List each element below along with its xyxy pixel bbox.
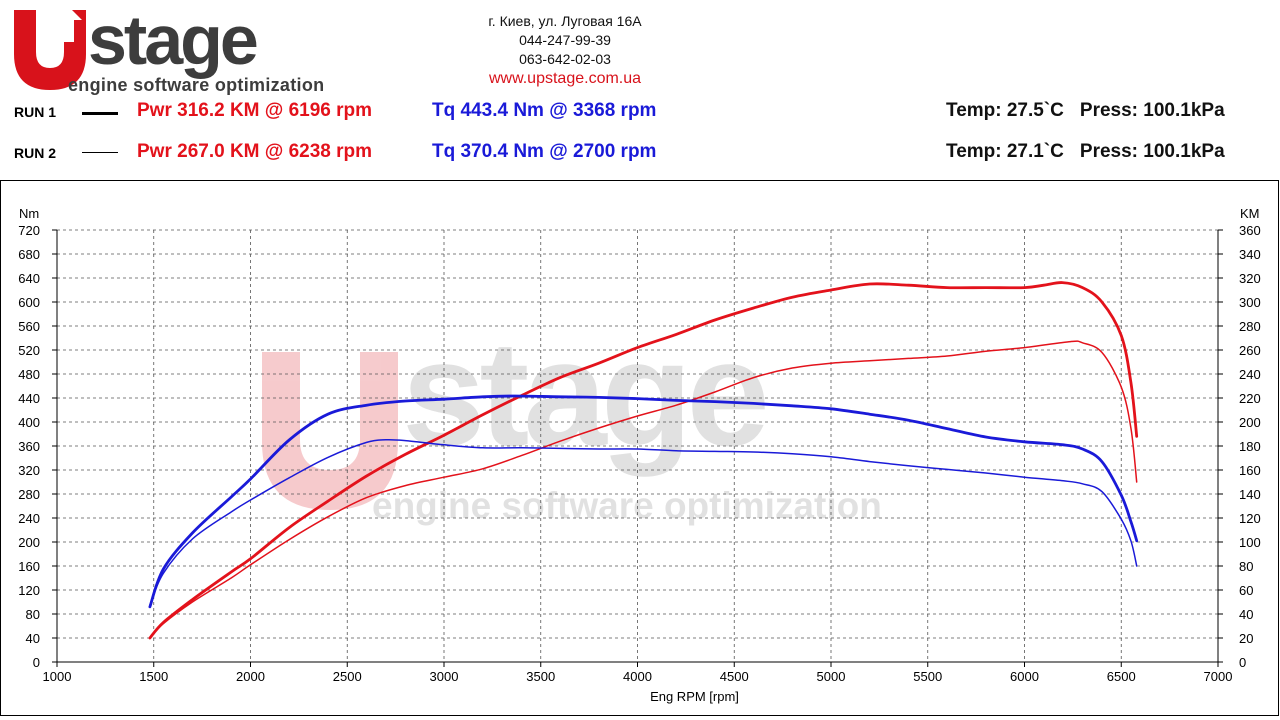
y-left-tick-label: 40 — [26, 631, 40, 646]
svg-text:engine software optimization: engine software optimization — [68, 75, 324, 95]
run-1-row: RUN 1 Pwr 316.2 KM @ 6196 rpm Tq 443.4 N… — [14, 100, 1274, 122]
run-1-power-curve — [148, 281, 1139, 640]
y-right-tick-label: 320 — [1239, 271, 1261, 286]
y-right-tick-label: 300 — [1239, 295, 1261, 310]
y-left-tick-label: 280 — [18, 487, 40, 502]
y-right-tick-label: 160 — [1239, 463, 1261, 478]
y-right-tick-label: 140 — [1239, 487, 1261, 502]
website-link[interactable]: www.upstage.com.ua — [488, 70, 642, 87]
run-1-conditions: Temp: 27.5`C Press: 100.1kPa — [946, 100, 1241, 122]
y-right-tick-label: 280 — [1239, 319, 1261, 334]
y-left-tick-label: 0 — [33, 655, 40, 670]
y-right-tick-label: 40 — [1239, 607, 1253, 622]
x-tick-label: 1000 — [43, 669, 72, 684]
y-left-axis-label: Nm — [19, 206, 39, 221]
x-tick-label: 2000 — [236, 669, 265, 684]
y-left-tick-label: 560 — [18, 319, 40, 334]
phone-1: 044-247-99-39 — [519, 32, 611, 48]
y-right-tick-label: 180 — [1239, 439, 1261, 454]
x-tick-label: 4000 — [623, 669, 652, 684]
run-1-temp: Temp: 27.5`C — [946, 100, 1064, 121]
y-right-tick-label: 80 — [1239, 559, 1253, 574]
y-left-tick-label: 640 — [18, 271, 40, 286]
y-right-tick-label: 240 — [1239, 367, 1261, 382]
x-tick-label: 1500 — [139, 669, 168, 684]
x-tick-label: 6500 — [1107, 669, 1136, 684]
x-tick-label: 2500 — [333, 669, 362, 684]
y-left-tick-label: 680 — [18, 247, 40, 262]
x-tick-label: 5500 — [913, 669, 942, 684]
y-left-tick-label: 120 — [18, 583, 40, 598]
x-axis-label: Eng RPM [rpm] — [650, 689, 739, 704]
phone-2: 063-642-02-03 — [519, 51, 611, 67]
y-right-tick-label: 200 — [1239, 415, 1261, 430]
chart-frame — [0, 180, 1279, 716]
address: г. Киев, ул. Луговая 16А — [488, 13, 642, 29]
y-right-tick-label: 360 — [1239, 223, 1261, 238]
y-right-axis-label: KM — [1240, 206, 1260, 221]
y-left-tick-label: 80 — [26, 607, 40, 622]
x-tick-label: 4500 — [720, 669, 749, 684]
y-left-tick-label: 440 — [18, 391, 40, 406]
y-right-tick-label: 60 — [1239, 583, 1253, 598]
y-left-tick-label: 200 — [18, 535, 40, 550]
run-1-label: RUN 1 — [14, 104, 57, 120]
x-tick-label: 5000 — [817, 669, 846, 684]
run-2-torque: Tq 370.4 Nm @ 2700 rpm — [432, 141, 657, 162]
y-right-tick-label: 120 — [1239, 511, 1261, 526]
run-2-conditions: Temp: 27.1`C Press: 100.1kPa — [946, 141, 1241, 163]
run-2-label: RUN 2 — [14, 145, 57, 161]
y-left-tick-label: 480 — [18, 367, 40, 382]
x-tick-label: 3000 — [430, 669, 459, 684]
contact-block: г. Киев, ул. Луговая 16А 044-247-99-39 0… — [440, 12, 690, 88]
y-left-tick-label: 240 — [18, 511, 40, 526]
y-right-tick-label: 220 — [1239, 391, 1261, 406]
grid — [56, 229, 1219, 663]
run-1-torque: Tq 443.4 Nm @ 3368 rpm — [432, 100, 657, 121]
watermark-mark — [262, 352, 398, 510]
upstage-logo: stage engine software optimization — [14, 2, 324, 95]
run-2-power: Pwr 267.0 KM @ 6238 rpm — [137, 141, 373, 162]
y-left-tick-label: 720 — [18, 223, 40, 238]
y-left-tick-label: 320 — [18, 463, 40, 478]
x-tick-label: 6000 — [1010, 669, 1039, 684]
y-right-tick-label: 0 — [1239, 655, 1246, 670]
watermark-tagline: engine software optimization — [372, 485, 882, 526]
y-right-tick-label: 20 — [1239, 631, 1253, 646]
y-right-tick-label: 260 — [1239, 343, 1261, 358]
run-2-line-swatch — [82, 152, 118, 153]
run-1-power: Pwr 316.2 KM @ 6196 rpm — [137, 100, 373, 121]
y-right-tick-label: 340 — [1239, 247, 1261, 262]
run-2-torque-curve — [149, 438, 1138, 606]
y-left-tick-label: 520 — [18, 343, 40, 358]
svg-text:stage: stage — [88, 2, 257, 79]
y-right-tick-label: 100 — [1239, 535, 1261, 550]
y-left-tick-label: 360 — [18, 439, 40, 454]
run-2-row: RUN 2 Pwr 267.0 KM @ 6238 rpm Tq 370.4 N… — [14, 141, 1274, 163]
upstage-logo-mark: stage engine software optimization — [14, 2, 324, 95]
y-left-tick-label: 400 — [18, 415, 40, 430]
run-2-press: Press: 100.1kPa — [1079, 141, 1225, 162]
x-tick-label: 3500 — [526, 669, 555, 684]
y-left-tick-label: 600 — [18, 295, 40, 310]
run-2-temp: Temp: 27.1`C — [946, 141, 1064, 162]
y-left-tick-label: 160 — [18, 559, 40, 574]
run-1-torque-curve — [148, 394, 1139, 609]
x-tick-label: 7000 — [1204, 669, 1233, 684]
run-1-press: Press: 100.1kPa — [1079, 100, 1225, 121]
run-2-power-curve — [149, 340, 1138, 639]
run-1-line-swatch — [82, 112, 118, 115]
